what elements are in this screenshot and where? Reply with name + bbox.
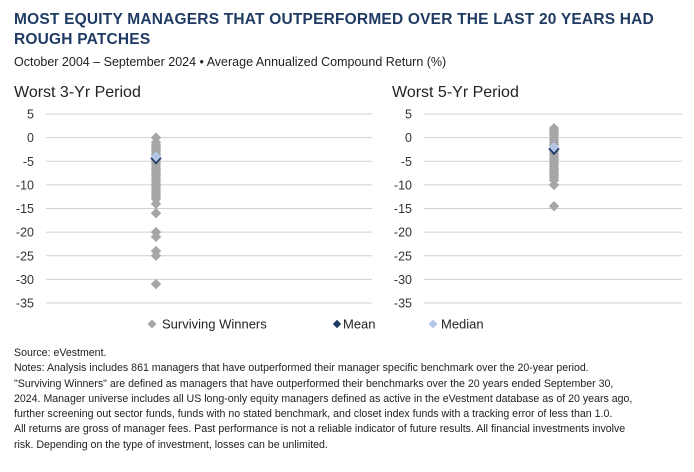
winner-point-3yr-29 [150,231,162,243]
y-tick-label-3yr-3: -10 [16,178,34,192]
legend-marker-mean [332,319,342,329]
y-tick-label-5yr-3: -10 [394,178,412,192]
notes-line-3: 2024. Manager universe includes all US l… [14,392,633,405]
panel-title-3yr: Worst 3-Yr Period [14,84,141,101]
y-tick-label-3yr-1: 0 [27,131,34,145]
legend-label-mean: Mean [343,317,376,332]
winner-point-5yr-23 [548,179,560,191]
y-tick-label-5yr-7: -30 [394,273,412,287]
winner-point-3yr-26 [150,198,162,209]
legend-marker-median [428,319,438,329]
legend-marker-winners [147,319,157,329]
winner-point-3yr-31 [150,250,162,261]
notes-line-1: Notes: Analysis includes 861 managers th… [14,362,589,375]
mean-point-5yr [548,147,560,156]
source-text: Source: eVestment. [14,347,107,359]
notes-block: Source: eVestment. Notes: Analysis inclu… [14,346,686,453]
notes-line-2: "Surviving Winners" are defined as manag… [14,377,614,390]
y-tick-label-3yr-5: -20 [16,226,34,240]
winner-point-3yr-27 [150,208,162,219]
y-tick-label-5yr-5: -20 [394,226,412,240]
y-tick-label-5yr-4: -15 [394,202,412,216]
y-tick-label-5yr-8: -35 [394,297,412,311]
y-tick-label-5yr-2: -5 [401,155,412,169]
y-tick-label-3yr-6: -25 [16,249,34,263]
y-tick-label-5yr-1: 0 [405,131,412,145]
mean-point-3yr [150,157,162,165]
legend-label-winners: Surviving Winners [162,317,267,332]
y-tick-label-5yr-0: 5 [405,108,412,122]
y-tick-label-3yr-4: -15 [16,202,34,216]
panel-title-5yr: Worst 5-Yr Period [392,84,519,101]
winner-point-3yr-32 [150,278,162,290]
y-tick-label-3yr-7: -30 [16,273,34,287]
notes-line-4: further screening out sector funds, fund… [14,408,613,421]
y-tick-label-3yr-0: 5 [27,108,34,122]
y-tick-label-3yr-8: -35 [16,297,34,311]
chart-title: MOST EQUITY MANAGERS THAT OUTPERFORMED O… [14,11,654,48]
y-tick-label-5yr-6: -25 [394,249,412,263]
winner-point-5yr-24 [548,200,560,212]
notes-line-6: risk. Depending on the type of investmen… [14,438,328,451]
legend-label-median: Median [441,317,484,332]
y-tick-label-3yr-2: -5 [23,155,34,169]
chart-subtitle: October 2004 – September 2024 • Average … [14,55,447,69]
notes-line-5: All returns are gross of manager fees. P… [14,423,626,436]
median-point-3yr [150,151,162,162]
